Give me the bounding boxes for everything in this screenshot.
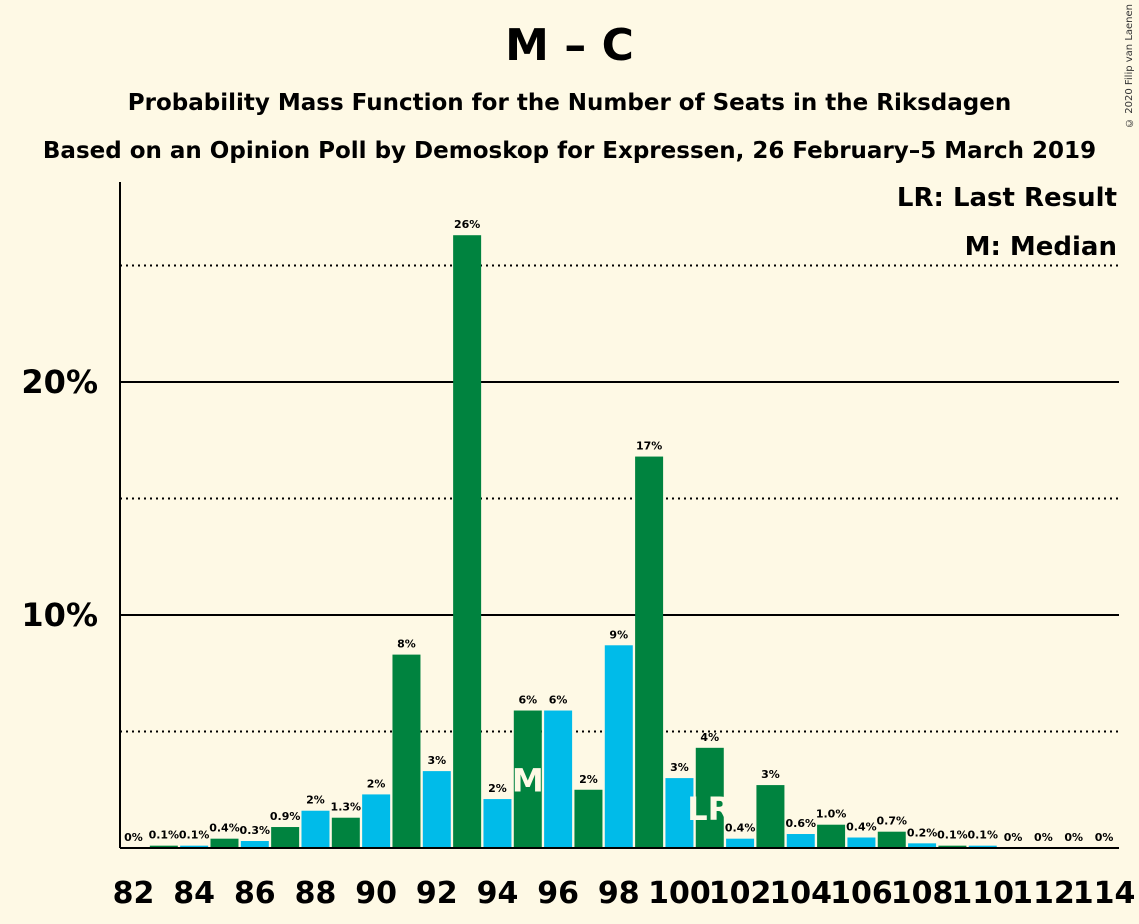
- bar-seat-86: [240, 841, 269, 848]
- chart-subtitle-poll: Based on an Opinion Poll by Demoskop for…: [42, 138, 1097, 164]
- bar-seat-110: [968, 845, 997, 848]
- x-tick-label: 82: [113, 876, 155, 911]
- x-tick-label: 104: [769, 876, 832, 911]
- y-tick-label: 10%: [21, 596, 98, 634]
- bar-value-label: 6%: [518, 694, 537, 707]
- bar-value-label: 2%: [488, 782, 507, 795]
- x-tick-label: 106: [830, 876, 893, 911]
- bar-seat-109: [938, 845, 967, 848]
- bar-value-label: 0%: [1064, 831, 1083, 844]
- x-tick-label: 86: [234, 876, 276, 911]
- x-tick-label: 102: [709, 876, 772, 911]
- x-tick-label: 100: [648, 876, 711, 911]
- bar-value-label: 0.7%: [876, 815, 907, 828]
- bar-seat-97: [574, 789, 603, 848]
- bar-value-label: 0.3%: [240, 824, 271, 837]
- x-tick-label: 94: [477, 876, 519, 911]
- x-tick-label: 110: [951, 876, 1014, 911]
- bar-seat-100: [665, 778, 694, 848]
- bar-seat-101: [695, 747, 724, 848]
- bar-seat-92: [422, 771, 451, 848]
- bar-seat-108: [908, 843, 937, 848]
- bar-value-label: 1.0%: [816, 808, 847, 821]
- bar-value-label: 0%: [1095, 831, 1114, 844]
- bar-seat-102: [726, 838, 755, 848]
- bar-seat-95: [513, 710, 542, 848]
- median-marker: M: [512, 761, 544, 799]
- axes: [119, 182, 1119, 849]
- bar-seat-99: [635, 456, 664, 848]
- x-tick-label: 98: [598, 876, 640, 911]
- bar-value-label: 3%: [761, 768, 780, 781]
- bar-seat-90: [362, 794, 391, 848]
- legend-last-result: LR: Last Result: [896, 183, 1117, 213]
- bar-value-label: 3%: [427, 754, 446, 767]
- legend-median: M: Median: [964, 232, 1117, 262]
- bar-seat-89: [331, 817, 360, 848]
- bar-value-label: 17%: [636, 440, 662, 453]
- x-tick-label: 84: [173, 876, 215, 911]
- x-tick-label: 90: [355, 876, 397, 911]
- bar-value-label: 0.1%: [967, 829, 998, 842]
- chart-title: M – C: [505, 20, 634, 71]
- bar-value-label: 0.4%: [846, 821, 877, 834]
- bar-value-label: 0%: [124, 831, 143, 844]
- bar-seat-85: [210, 838, 239, 848]
- bar-value-label: 6%: [549, 694, 568, 707]
- x-tick-label: 112: [1012, 876, 1075, 911]
- bar-seat-105: [817, 824, 846, 848]
- bar-value-label: 0.4%: [209, 822, 240, 835]
- bar-seat-88: [301, 810, 330, 848]
- bar-value-label: 9%: [609, 628, 628, 641]
- bar-value-label: 3%: [670, 761, 689, 774]
- y-tick-label: 20%: [21, 363, 98, 401]
- bar-value-label: 0.2%: [907, 826, 938, 839]
- x-tick-label: 92: [416, 876, 458, 911]
- x-tick-label: 108: [891, 876, 954, 911]
- bar-value-label: 0.4%: [725, 822, 756, 835]
- bar-value-label: 0%: [1034, 831, 1053, 844]
- bar-seat-84: [180, 845, 209, 848]
- bar-value-label: 1.3%: [331, 801, 362, 814]
- bar-value-label: 0.1%: [937, 829, 968, 842]
- bar-labels: 0% 0.1% 0.1%0.4% 0.3%0.9%2%1.3%2%8%3%26%2%6…: [124, 218, 1113, 844]
- bar-value-label: 8%: [397, 638, 416, 651]
- bar-value-label: 4%: [700, 731, 719, 744]
- bar-value-label: 0.6%: [786, 817, 817, 830]
- x-tick-label: 96: [537, 876, 579, 911]
- last-result-marker: LR: [687, 790, 732, 828]
- chart-subtitle: Probability Mass Function for the Number…: [127, 90, 1012, 116]
- bar-value-label: 2%: [579, 773, 598, 786]
- x-tick-label: 114: [1073, 876, 1136, 911]
- x-tick-label: 88: [295, 876, 337, 911]
- bar-seat-98: [604, 645, 633, 848]
- bar-value-label: 2%: [306, 794, 325, 807]
- bar-value-label: 0.1%: [149, 829, 180, 842]
- bar-seat-93: [453, 235, 482, 848]
- bar-seat-103: [756, 785, 785, 848]
- bar-seat-91: [392, 654, 421, 848]
- bar-seat-104: [786, 834, 815, 848]
- bar-value-label: 0.1%: [179, 829, 210, 842]
- bar-value-label: 26%: [454, 218, 480, 231]
- tick-labels: 10%20%82 84 86 88 90 92 94 96 98 1001021041061081…: [21, 363, 1135, 911]
- bar-value-label: 0%: [1004, 831, 1023, 844]
- bars: [149, 235, 997, 848]
- bar-seat-94: [483, 799, 512, 848]
- bar-seat-96: [544, 710, 573, 848]
- bar-seat-87: [271, 827, 300, 848]
- bar-value-label: 2%: [367, 777, 386, 790]
- bar-seat-107: [877, 831, 906, 848]
- bar-value-label: 0.9%: [270, 810, 301, 823]
- bar-seat-83: [149, 845, 178, 848]
- bar-seat-106: [847, 837, 876, 848]
